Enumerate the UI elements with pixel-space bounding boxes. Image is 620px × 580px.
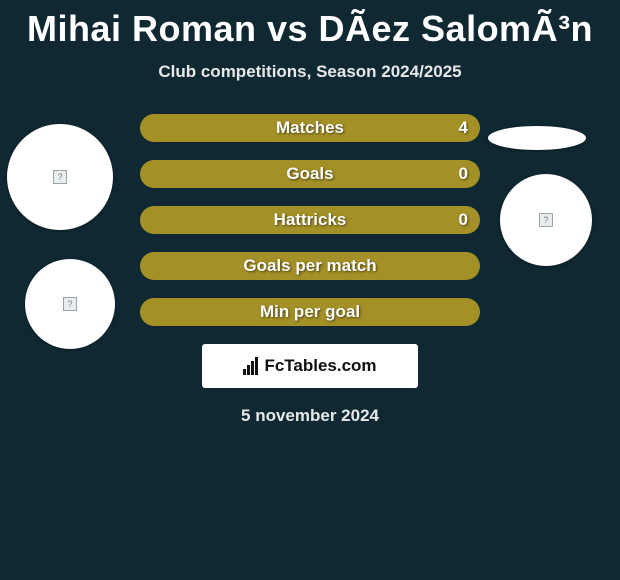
stat-bar-matches: Matches 4 xyxy=(140,114,480,142)
stat-value-right: 0 xyxy=(459,164,468,184)
page-title: Mihai Roman vs DÃ­ez SalomÃ³n xyxy=(0,0,620,50)
avatar-left-1: ? xyxy=(7,124,113,230)
stat-label: Goals xyxy=(286,164,333,184)
stats-bars: Matches 4 Goals 0 Hattricks 0 Goals per … xyxy=(140,114,480,326)
stat-bar-hattricks: Hattricks 0 xyxy=(140,206,480,234)
stat-label: Min per goal xyxy=(260,302,360,322)
broken-image-icon: ? xyxy=(53,170,67,184)
bars-icon xyxy=(243,357,258,375)
stat-label: Hattricks xyxy=(274,210,347,230)
broken-image-icon: ? xyxy=(539,213,553,227)
stat-bar-goals: Goals 0 xyxy=(140,160,480,188)
attribution-text: FcTables.com xyxy=(264,356,376,376)
subtitle: Club competitions, Season 2024/2025 xyxy=(0,62,620,82)
stat-bar-min-per-goal: Min per goal xyxy=(140,298,480,326)
broken-image-icon: ? xyxy=(63,297,77,311)
avatar-right-1: ? xyxy=(500,174,592,266)
avatar-right-ellipse xyxy=(488,126,586,150)
stat-label: Goals per match xyxy=(243,256,376,276)
stat-value-right: 4 xyxy=(459,118,468,138)
attribution-badge: FcTables.com xyxy=(202,344,418,388)
stat-value-right: 0 xyxy=(459,210,468,230)
stat-label: Matches xyxy=(276,118,344,138)
avatar-left-2: ? xyxy=(25,259,115,349)
date-text: 5 november 2024 xyxy=(0,406,620,426)
stat-bar-goals-per-match: Goals per match xyxy=(140,252,480,280)
comparison-panel: ? ? ? Matches 4 Goals 0 Hattricks 0 Goal… xyxy=(0,114,620,426)
